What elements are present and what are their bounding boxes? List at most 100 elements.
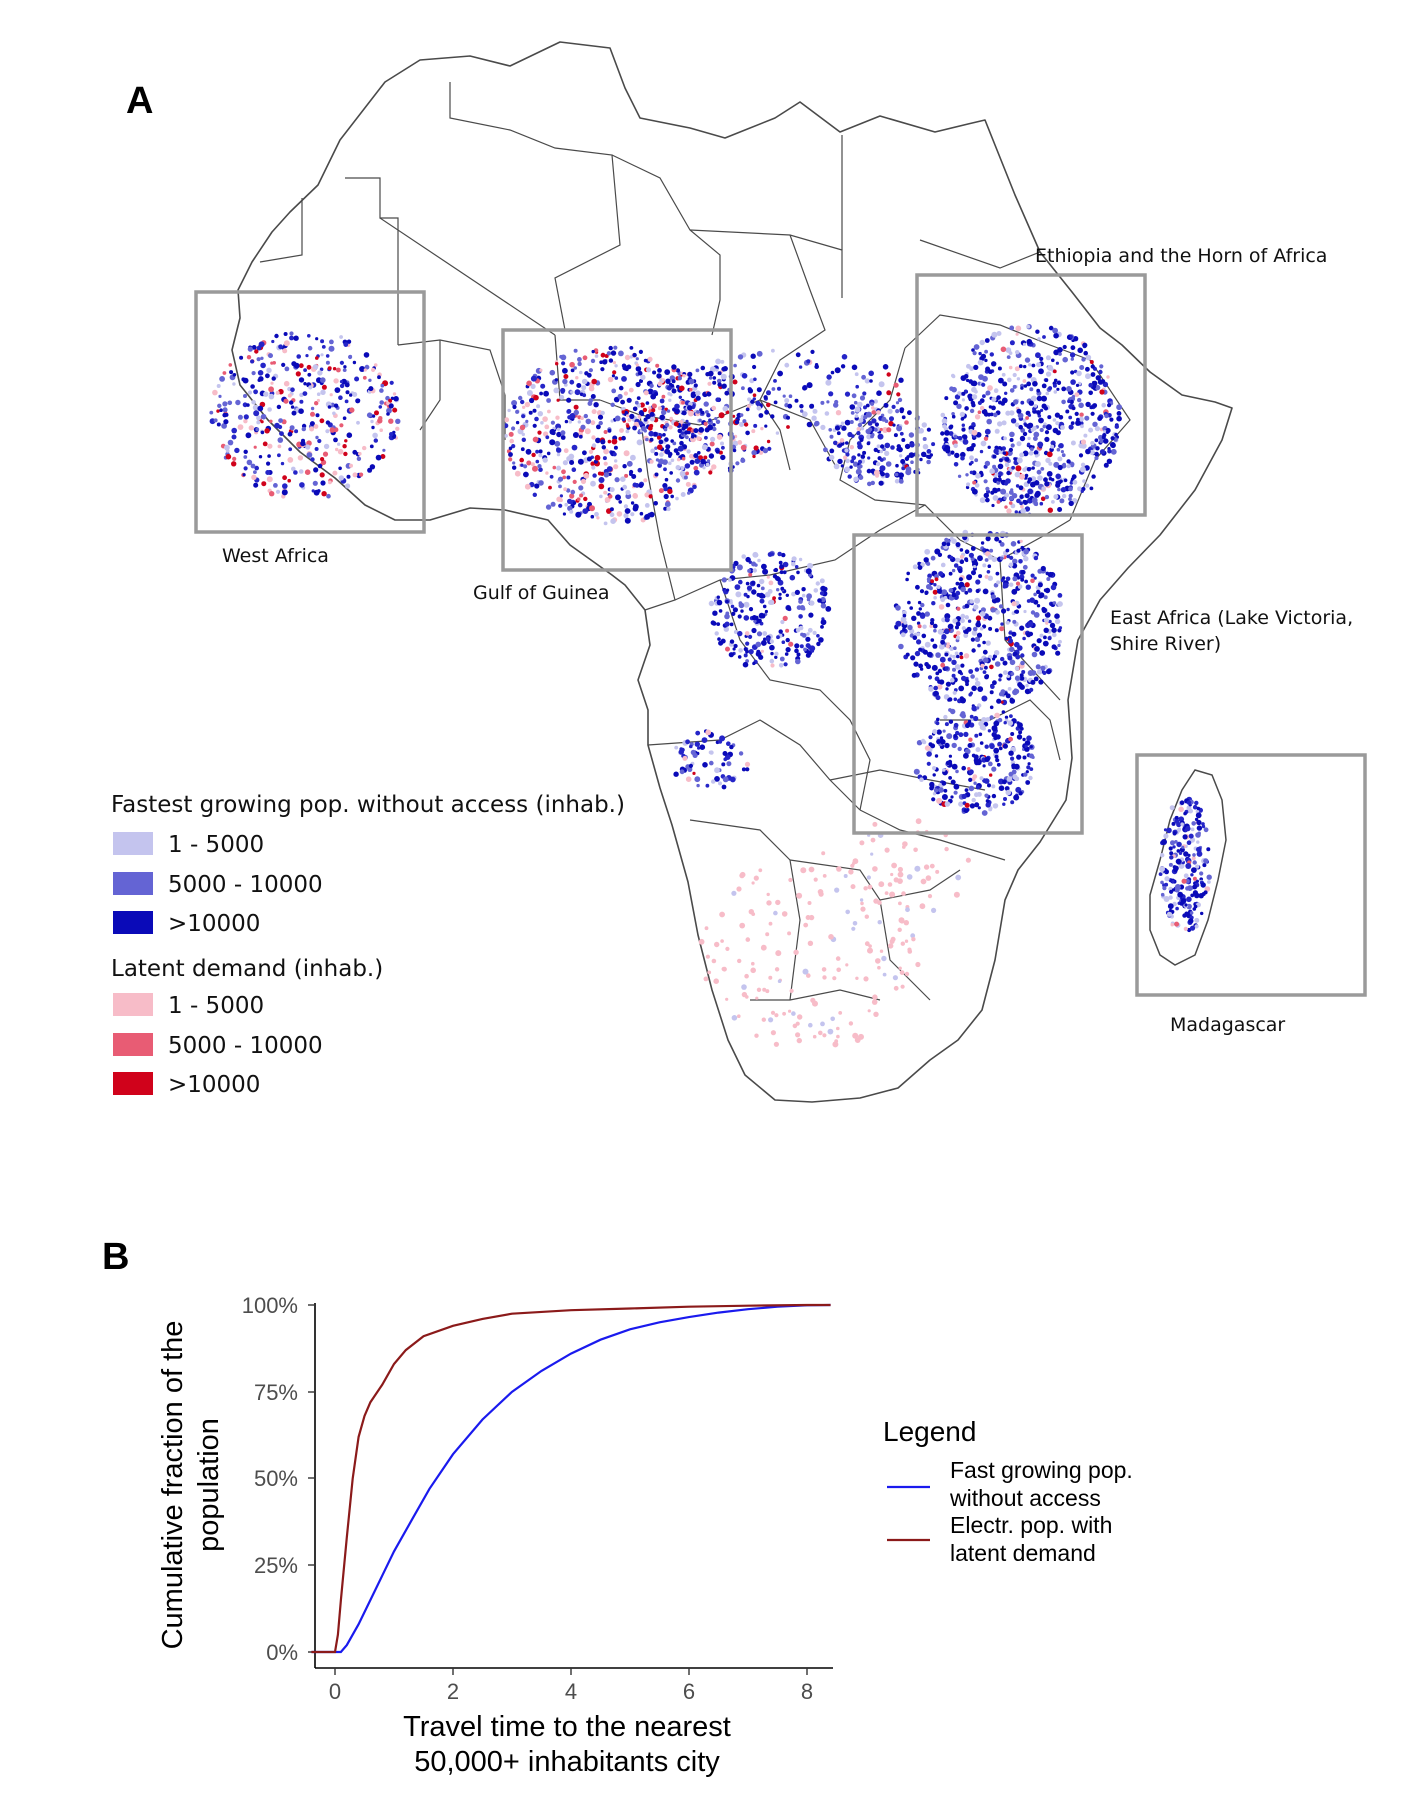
settlement-dot (279, 431, 284, 436)
settlement-dot (1057, 464, 1063, 471)
settlement-dot (712, 610, 718, 616)
settlement-dot (708, 600, 715, 607)
settlement-dot (907, 600, 911, 605)
settlement-dot (733, 630, 738, 634)
settlement-dot (693, 383, 698, 388)
settlement-dot (1050, 444, 1055, 449)
settlement-dot (289, 335, 294, 341)
settlement-dot (964, 615, 969, 620)
settlement-dot (626, 424, 630, 428)
settlement-dot (638, 421, 644, 426)
settlement-dot (651, 403, 657, 409)
settlement-dot (294, 429, 299, 434)
settlement-dot (558, 484, 562, 489)
settlement-dot (556, 398, 560, 402)
settlement-dot (982, 588, 989, 595)
settlement-dot (1158, 872, 1163, 876)
settlement-dot (630, 512, 635, 517)
settlement-dot (764, 424, 768, 428)
settlement-dot (538, 480, 544, 486)
settlement-dot (562, 475, 567, 480)
settlement-dot (329, 393, 333, 397)
settlement-dot (243, 419, 248, 424)
settlement-dot (979, 741, 984, 745)
settlement-dot (685, 463, 691, 469)
settlement-dot (801, 587, 806, 592)
settlement-dot (791, 556, 797, 562)
settlement-dot (975, 747, 981, 753)
settlement-dot (1007, 655, 1013, 661)
settlement-dot (730, 652, 734, 657)
settlement-dot (926, 454, 930, 459)
settlement-dot (916, 740, 923, 746)
settlement-dot (1079, 412, 1084, 417)
settlement-dot (530, 375, 537, 382)
settlement-dot (613, 345, 618, 350)
settlement-dot (745, 937, 751, 942)
settlement-dot (876, 444, 881, 449)
settlement-dot (855, 384, 859, 389)
settlement-dot (797, 1014, 803, 1020)
settlement-dot (232, 456, 237, 461)
settlement-dot (558, 503, 563, 508)
settlement-dot (795, 658, 801, 665)
settlement-dot (298, 469, 304, 474)
settlement-dot (955, 874, 962, 881)
settlement-dot (795, 1021, 800, 1026)
settlement-dot (687, 371, 693, 377)
settlement-dot (788, 641, 794, 647)
settlement-dot (721, 762, 726, 767)
settlement-dot (572, 432, 579, 438)
settlement-dot (724, 390, 730, 396)
settlement-dot (731, 890, 737, 896)
settlement-dot (716, 434, 723, 440)
settlement-dot (300, 440, 306, 447)
settlement-dot (704, 435, 708, 440)
settlement-dot (979, 626, 984, 631)
settlement-dot (250, 384, 255, 389)
settlement-dot (1037, 441, 1044, 448)
settlement-dot (1031, 755, 1035, 760)
settlement-dot (1168, 862, 1173, 867)
settlement-dot (1078, 416, 1084, 422)
settlement-dot (224, 412, 229, 417)
settlement-dot (1006, 355, 1011, 359)
settlement-dot (218, 394, 222, 398)
settlement-dot (695, 368, 700, 373)
settlement-dot (518, 395, 523, 401)
x-tick-label-8: 8 (801, 1679, 813, 1704)
settlement-dot (582, 450, 587, 456)
settlement-dot (312, 480, 318, 486)
settlement-dot (577, 502, 583, 508)
settlement-dot (755, 651, 762, 657)
settlement-dot (766, 390, 771, 396)
settlement-dot (923, 864, 930, 870)
settlement-dot (887, 408, 893, 414)
settlement-dot (762, 987, 767, 992)
settlement-dot (580, 478, 587, 484)
settlement-dot (264, 428, 270, 434)
settlement-dot (659, 452, 664, 457)
settlement-dot (661, 378, 665, 382)
settlement-dot (929, 453, 933, 457)
settlement-dot (607, 429, 612, 433)
settlement-dot (710, 620, 716, 626)
settlement-dot (782, 1011, 786, 1016)
settlement-dot (687, 491, 691, 495)
settlement-dot (549, 428, 556, 435)
settlement-dot (807, 562, 813, 569)
settlement-dot (941, 562, 946, 568)
settlement-dot (535, 449, 539, 454)
settlement-dot (788, 877, 793, 883)
settlement-dot (907, 410, 912, 416)
settlement-dot (701, 737, 708, 743)
settlement-dot (1004, 492, 1010, 498)
settlement-dot (1015, 350, 1020, 355)
settlement-dot (1002, 582, 1009, 589)
settlement-dot (1088, 382, 1093, 388)
settlement-dot (947, 452, 951, 457)
settlement-dot (1026, 381, 1032, 387)
settlement-dot (977, 686, 984, 692)
settlement-dot (1059, 498, 1065, 504)
settlement-dot (1049, 447, 1054, 453)
